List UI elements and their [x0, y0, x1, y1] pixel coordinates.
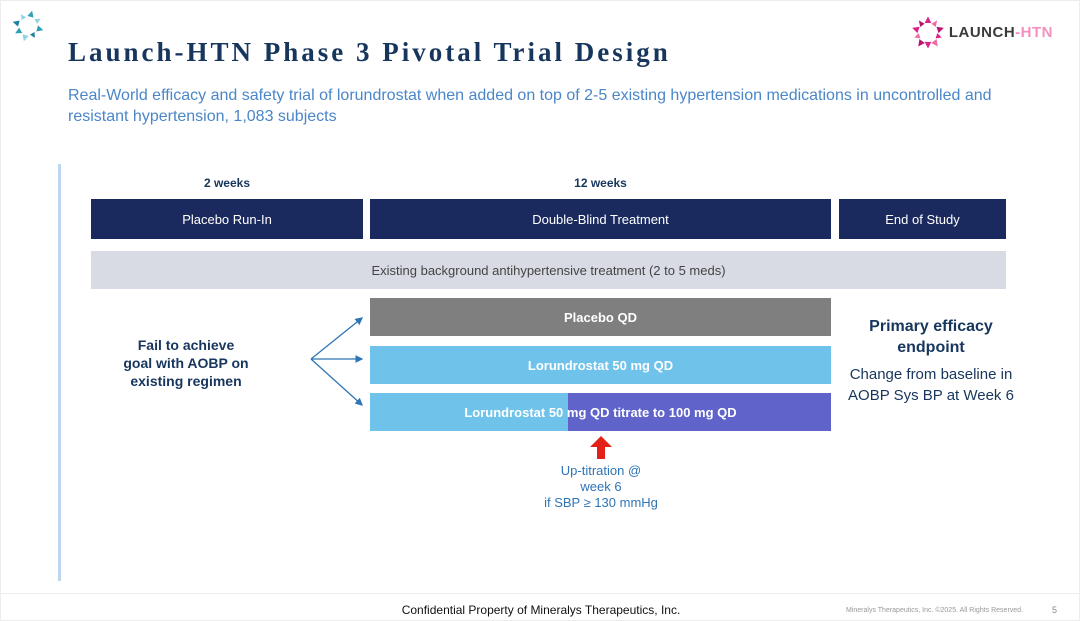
footer-copyright-text: Mineralys Therapeutics, Inc. ©2025. All …	[846, 607, 1023, 614]
fan-arrows-icon	[310, 317, 364, 406]
page-title: Launch-HTN Phase 3 Pivotal Trial Design	[68, 37, 671, 67]
endpoint-body: Change from baseline in AOBP Sys BP at W…	[841, 364, 1021, 406]
primary-endpoint-block: Primary efficacy endpoint Change from ba…	[841, 316, 1021, 406]
launch-htn-starburst-icon	[911, 16, 944, 49]
up-titration-line: week 6	[580, 479, 622, 494]
brand-htn-text: -HTN	[1015, 24, 1053, 41]
fail-to-achieve-label: Fail to achieve goal with AOBP on existi…	[96, 336, 276, 390]
background-treatment-bar: Existing background antihypertensive tre…	[91, 251, 1006, 289]
endpoint-body-line: AOBP Sys BP at Week 6	[848, 387, 1014, 404]
fail-label-line: Fail to achieve	[137, 337, 235, 353]
phase-bar-double-blind-treatment: Double-Blind Treatment	[370, 199, 831, 239]
brand-text: LAUNCH-HTN	[949, 24, 1053, 42]
up-titration-line: Up-titration @	[560, 463, 642, 478]
phase-bar-placebo-run-in: Placebo Run-In	[91, 199, 363, 239]
launch-htn-logo: LAUNCH-HTN	[908, 13, 1053, 53]
left-accent-line	[58, 164, 61, 581]
mineralys-logo-icon	[12, 10, 44, 42]
fail-label-line: existing regimen	[130, 373, 242, 389]
arm-bar-lorundrostat-50mg: Lorundrostat 50 mg QD	[370, 346, 831, 384]
endpoint-body-line: Change from baseline in	[849, 366, 1013, 383]
arm-bar-placebo-qd: Placebo QD	[370, 298, 831, 336]
duration-label-2-weeks: 2 weeks	[203, 176, 251, 190]
footer-confidential-text: Confidential Property of Mineralys Thera…	[401, 603, 681, 617]
footer: Confidential Property of Mineralys Thera…	[1, 593, 1079, 620]
arm-bar-lorundrostat-titrate-100mg: Lorundrostat 50 mg QD titrate to 100 mg …	[370, 393, 831, 431]
brand-launch-text: LAUNCH	[948, 24, 1016, 41]
endpoint-title: Primary efficacy endpoint	[869, 318, 993, 356]
subtitle: Real-World efficacy and safety trial of …	[68, 87, 992, 125]
page-number: 5	[1051, 605, 1057, 615]
up-titration-note: Up-titration @ week 6 if SBP ≥ 130 mmHg	[521, 463, 681, 511]
fail-label-line: goal with AOBP on	[123, 355, 249, 371]
up-titration-arrow-icon	[590, 436, 612, 459]
duration-label-12-weeks: 12 weeks	[574, 176, 627, 190]
phase-bar-end-of-study: End of Study	[839, 199, 1006, 239]
up-titration-line: if SBP ≥ 130 mmHg	[544, 495, 658, 510]
